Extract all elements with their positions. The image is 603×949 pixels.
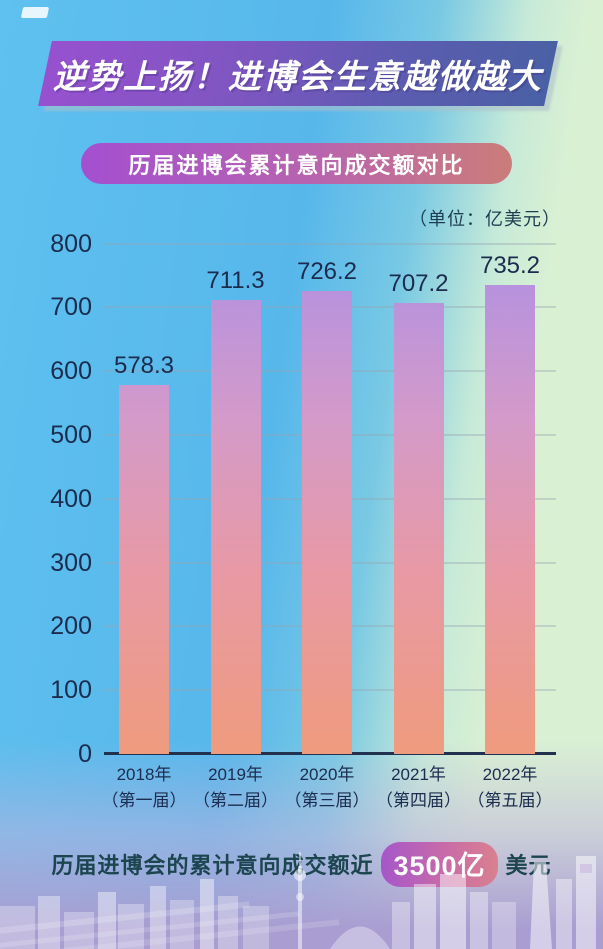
unit-label: （单位：亿美元） [409, 209, 561, 229]
x-category-year: 2020年 [299, 765, 355, 784]
gridline-800 [104, 242, 556, 245]
x-category-session: （第三届） [284, 791, 370, 810]
bar-2022年 [485, 285, 535, 754]
y-tick-label-0: 0 [78, 740, 92, 768]
x-category-year: 2022年 [482, 765, 538, 784]
y-tick-label-100: 100 [50, 676, 92, 705]
y-tick-label-700: 700 [50, 293, 92, 322]
x-category-session: （第二届） [193, 791, 278, 810]
bar-value-label: 711.3 [206, 267, 265, 294]
x-category-label: 2019年 （第二届） [180, 762, 292, 814]
x-category-session: （第一届） [101, 791, 187, 810]
footer-sentence: 历届进博会的累计意向成交额近 3500亿 美元 [0, 841, 603, 887]
y-tick-label-200: 200 [50, 612, 92, 641]
y-tick-label-300: 300 [50, 548, 92, 577]
x-category-session: （第五届） [467, 791, 553, 810]
x-category-year: 2019年 [208, 765, 263, 784]
bar-2021年 [393, 303, 444, 754]
footer-suffix: 美元 [505, 853, 552, 878]
bar-2020年 [302, 291, 352, 754]
bar-value-label: 707.2 [388, 270, 449, 297]
y-tick-label-800: 800 [50, 229, 92, 258]
y-tick-label-600: 600 [50, 357, 92, 386]
x-category-year: 2018年 [116, 765, 172, 784]
x-category-label: 2021年 （第四届） [363, 762, 475, 814]
bar-value-label: 726.2 [296, 258, 358, 285]
chart-subtitle-pill: 历届进博会累计意向成交额对比 [81, 143, 512, 184]
x-category-label: 2020年 （第三届） [271, 762, 383, 814]
bar-value-label: 735.2 [479, 252, 541, 279]
y-tick-label-500: 500 [50, 420, 92, 449]
bar-value-label: 578.3 [113, 352, 175, 379]
x-category-session: （第四届） [376, 791, 461, 810]
footer-highlight-pill: 3500亿 [381, 841, 498, 887]
bar-2019年 [210, 300, 261, 754]
x-category-label: 2018年 （第一届） [88, 762, 200, 814]
chart-subtitle: 历届进博会累计意向成交额对比 [128, 152, 465, 178]
y-tick-label-400: 400 [50, 484, 92, 513]
x-category-label: 2022年 （第五届） [454, 762, 566, 814]
footer-prefix: 历届进博会的累计意向成交额近 [51, 853, 374, 878]
bar-2018年 [119, 385, 169, 754]
x-category-year: 2021年 [391, 765, 446, 784]
